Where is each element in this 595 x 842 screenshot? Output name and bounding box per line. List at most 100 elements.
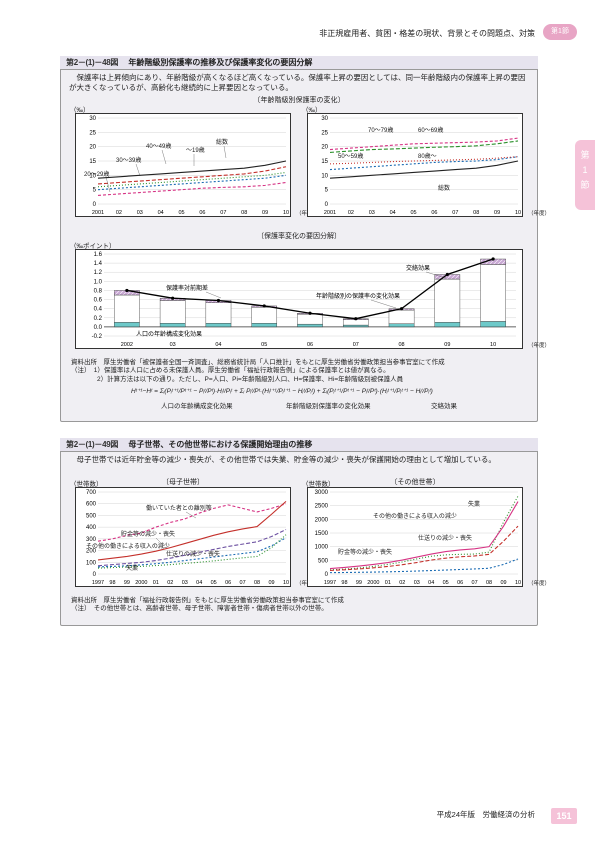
- svg-text:40～49歳: 40～49歳: [146, 142, 171, 150]
- svg-text:0: 0: [93, 202, 97, 208]
- subtitle-mid: 〔保護率変化の要因分解〕: [61, 231, 537, 241]
- svg-text:09: 09: [494, 210, 500, 216]
- svg-text:700: 700: [86, 490, 97, 496]
- page-number: 151: [551, 808, 577, 824]
- svg-text:総数: 総数: [216, 138, 228, 146]
- svg-text:08: 08: [486, 580, 492, 586]
- svg-text:04: 04: [158, 210, 164, 216]
- figure-48-panel: 第2－(1)－48図 年齢階級別保護率の推移及び保護率変化の要因分解 保護率は上…: [60, 56, 538, 422]
- chart-c: （‰ポイント） -0.20.00.20.40.60.81.01.21.41.62…: [75, 249, 523, 349]
- figure-49-panel: 第2－(1)－49図 母子世帯、その他世帯における保護開始理由の推移 母子世帯で…: [60, 438, 538, 626]
- figure-49-title: 第2－(1)－49図 母子世帯、その他世帯における保護開始理由の推移: [60, 438, 538, 452]
- svg-text:08: 08: [473, 210, 479, 216]
- figure-49-notes: 資料出所 厚生労働省「福祉行政報告例」をもとに厚生労働省労働政策担当参事官室にて…: [71, 597, 527, 614]
- svg-text:15: 15: [89, 159, 96, 165]
- svg-text:失業: 失業: [126, 564, 138, 572]
- svg-text:09: 09: [268, 580, 274, 586]
- svg-text:10: 10: [283, 580, 289, 586]
- svg-text:60～69歳: 60～69歳: [418, 126, 443, 134]
- svg-text:交絡効果: 交絡効果: [406, 264, 430, 272]
- side-tab: 第 1 節: [575, 140, 595, 210]
- svg-text:99: 99: [356, 580, 362, 586]
- notes-line: （注） その他世帯とは、高齢者世帯、母子世帯、障害者世帯・傷病者世帯以外の世帯。: [71, 605, 527, 613]
- svg-text:0.6: 0.6: [94, 298, 103, 304]
- formula-label-b: 年齢階級別保護率の変化効果: [286, 403, 371, 411]
- svg-text:0.0: 0.0: [94, 325, 103, 331]
- svg-text:70～79歳: 70～79歳: [368, 126, 393, 134]
- chart-b-yunit: （‰）: [302, 104, 322, 114]
- svg-text:03: 03: [170, 342, 176, 348]
- svg-text:0: 0: [325, 202, 329, 208]
- side-tab-line: 1: [575, 163, 595, 178]
- svg-text:15: 15: [321, 159, 328, 165]
- section-badge: 第1節: [543, 24, 577, 40]
- svg-text:98: 98: [341, 580, 347, 586]
- svg-text:07: 07: [220, 210, 226, 216]
- svg-text:0: 0: [93, 572, 97, 578]
- svg-text:05: 05: [261, 342, 267, 348]
- svg-text:08: 08: [241, 210, 247, 216]
- svg-text:1.4: 1.4: [94, 261, 103, 267]
- svg-text:2001: 2001: [324, 210, 336, 216]
- svg-text:3000: 3000: [315, 490, 329, 496]
- svg-text:06: 06: [307, 342, 313, 348]
- figure-49-caption: 母子世帯、その他世帯における保護開始理由の推移: [128, 440, 312, 449]
- svg-text:保護率対前期差: 保護率対前期差: [166, 284, 208, 292]
- side-tab-line: 節: [575, 178, 595, 193]
- svg-text:1500: 1500: [315, 531, 329, 537]
- svg-text:0: 0: [325, 572, 329, 578]
- chart-c-yunit: （‰ポイント）: [70, 240, 116, 250]
- svg-text:06: 06: [199, 210, 205, 216]
- side-tab-line: 第: [575, 148, 595, 163]
- svg-text:2001: 2001: [92, 210, 104, 216]
- svg-text:20～29歳: 20～29歳: [84, 170, 109, 178]
- chart-d: （世帯数） 0100200300400500600700199798992000…: [75, 487, 291, 587]
- svg-text:03: 03: [182, 580, 188, 586]
- chart-e-title: 〔その他世帯〕: [307, 477, 523, 487]
- svg-text:300: 300: [86, 537, 97, 543]
- svg-text:2000: 2000: [367, 580, 379, 586]
- svg-text:03: 03: [137, 210, 143, 216]
- formula-label-a: 人口の年齢構成変化効果: [161, 403, 233, 411]
- svg-text:20: 20: [89, 145, 96, 151]
- svg-text:400: 400: [86, 525, 97, 531]
- svg-text:06: 06: [431, 210, 437, 216]
- svg-text:0.2: 0.2: [94, 316, 103, 322]
- svg-text:04: 04: [196, 580, 202, 586]
- svg-text:0.4: 0.4: [94, 307, 103, 313]
- figure-49-number: 第2－(1)－49図: [66, 440, 118, 449]
- figure-48-number: 第2－(1)－48図: [66, 58, 118, 67]
- svg-text:貯金等の減少・喪失: 貯金等の減少・喪失: [121, 530, 175, 538]
- svg-text:1000: 1000: [315, 545, 329, 551]
- svg-text:20: 20: [321, 145, 328, 151]
- svg-text:98: 98: [109, 580, 115, 586]
- svg-text:働いていた者との離別等: 働いていた者との離別等: [146, 504, 212, 512]
- svg-text:08: 08: [254, 580, 260, 586]
- svg-text:02: 02: [116, 210, 122, 216]
- svg-text:年齢階級別の保護率の変化効果: 年齢階級別の保護率の変化効果: [316, 292, 400, 300]
- chart-b: （‰） 051015202530200102030405060708091070…: [307, 113, 523, 217]
- svg-text:25: 25: [89, 130, 96, 136]
- figure-48-caption: 年齢階級別保護率の推移及び保護率変化の要因分解: [128, 58, 312, 67]
- svg-text:1.6: 1.6: [94, 252, 103, 258]
- svg-text:人口の年齢構成変化効果: 人口の年齢構成変化効果: [136, 330, 202, 338]
- svg-text:04: 04: [390, 210, 396, 216]
- svg-text:総数: 総数: [438, 184, 450, 192]
- svg-text:02: 02: [167, 580, 173, 586]
- breadcrumb: 非正規雇用者、貧困・格差の現状、背景とその問題点、対策: [319, 28, 535, 39]
- svg-text:1.0: 1.0: [94, 279, 103, 285]
- figure-48-notes: 資料出所 厚生労働省「被保護者全国一斉調査」、総務省統計局「人口推計」をもとに厚…: [71, 359, 527, 384]
- svg-text:05: 05: [443, 580, 449, 586]
- svg-text:10: 10: [515, 210, 521, 216]
- figure-48-title: 第2－(1)－48図 年齢階級別保護率の推移及び保護率変化の要因分解: [60, 56, 538, 70]
- svg-text:50～59歳: 50～59歳: [338, 152, 363, 160]
- svg-text:仕送りの減少・喪失: 仕送りの減少・喪失: [418, 534, 472, 542]
- formula-label-c: 交絡効果: [431, 403, 457, 411]
- svg-text:07: 07: [452, 210, 458, 216]
- svg-text:500: 500: [86, 513, 97, 519]
- svg-text:1997: 1997: [92, 580, 104, 586]
- svg-text:30: 30: [321, 116, 328, 122]
- svg-text:仕送りの減少・喪失: 仕送りの減少・喪失: [166, 550, 220, 558]
- svg-text:99: 99: [124, 580, 130, 586]
- svg-text:2000: 2000: [315, 517, 329, 523]
